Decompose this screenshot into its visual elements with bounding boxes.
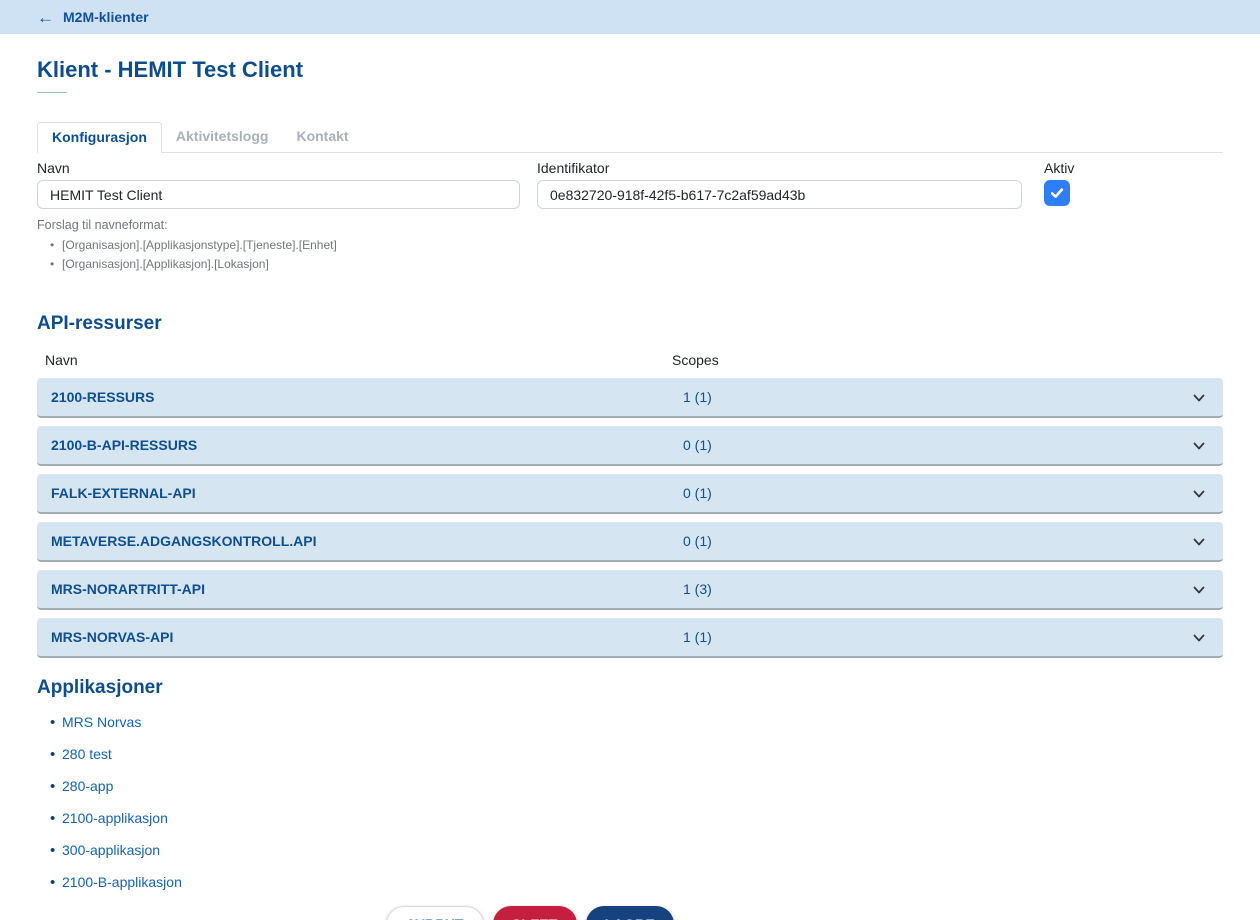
identifier-label: Identifikator (537, 160, 610, 176)
back-arrow-icon: ← (37, 7, 54, 27)
tab-konfigurasjon[interactable]: Konfigurasjon (37, 122, 162, 153)
identifier-input[interactable] (537, 180, 1022, 209)
topbar: ← M2M-klienter (0, 0, 1260, 34)
resource-scopes: 1 (3) (683, 581, 712, 597)
applications-list: MRS Norvas 280 test 280-app 2100-applika… (37, 714, 1223, 892)
chevron-down-icon (1193, 634, 1205, 642)
application-item: 300-applikasjon (37, 842, 1223, 860)
action-bar: AVBRYT SLETT LAGRE (0, 906, 1123, 920)
resource-scopes: 1 (1) (683, 629, 712, 645)
resource-scopes: 1 (1) (683, 389, 712, 405)
api-resource-row[interactable]: MRS-NORARTRITT-API 1 (3) (37, 570, 1223, 610)
name-format-hint: Forslag til navneformat: [Organisasjon].… (37, 218, 1223, 271)
back-link[interactable]: ← M2M-klienter (37, 9, 149, 26)
save-button[interactable]: LAGRE (585, 906, 675, 920)
resource-name: MRS-NORARTRITT-API (51, 581, 205, 597)
resource-scopes: 0 (1) (683, 437, 712, 453)
application-item: 2100-applikasjon (37, 810, 1223, 828)
name-input[interactable] (37, 180, 520, 209)
application-link[interactable]: 300-applikasjon (62, 842, 161, 858)
chevron-down-icon (1193, 490, 1205, 498)
api-resources-list: 2100-RESSURS 1 (1) 2100-B-API-RESSURS 0 … (37, 378, 1223, 658)
resource-name: METAVERSE.ADGANGSKONTROLL.API (51, 533, 317, 549)
resource-name: 2100-B-API-RESSURS (51, 437, 198, 453)
application-item: 280-app (37, 778, 1223, 796)
application-link[interactable]: 280-app (62, 778, 114, 794)
column-header-scopes: Scopes (672, 352, 719, 368)
applications-title: Applikasjoner (37, 677, 163, 698)
title-underline (37, 92, 67, 93)
api-resource-row[interactable]: FALK-EXTERNAL-API 0 (1) (37, 474, 1223, 514)
hint-item: [Organisasjon].[Applikasjon].[Lokasjon] (37, 257, 1223, 271)
resource-scopes: 0 (1) (683, 533, 712, 549)
application-link[interactable]: 2100-applikasjon (62, 810, 168, 826)
api-resources-table-header: Navn Scopes (37, 352, 1223, 378)
application-item: 280 test (37, 746, 1223, 764)
cancel-button[interactable]: AVBRYT (385, 906, 484, 920)
chevron-down-icon (1193, 394, 1205, 402)
chevron-down-icon (1193, 442, 1205, 450)
api-resource-row[interactable]: METAVERSE.ADGANGSKONTROLL.API 0 (1) (37, 522, 1223, 562)
application-item: MRS Norvas (37, 714, 1223, 732)
resource-name: FALK-EXTERNAL-API (51, 485, 196, 501)
chevron-down-icon (1193, 586, 1205, 594)
tab-bar: Konfigurasjon Aktivitetslogg Kontakt (37, 122, 1223, 153)
api-resource-row[interactable]: 2100-RESSURS 1 (1) (37, 378, 1223, 418)
hint-item: [Organisasjon].[Applikasjonstype].[Tjene… (37, 238, 1223, 252)
application-link[interactable]: 280 test (62, 746, 112, 762)
name-label: Navn (37, 160, 70, 176)
active-label: Aktiv (1044, 160, 1075, 176)
tab-aktivitetslogg[interactable]: Aktivitetslogg (175, 128, 269, 144)
page-title: Klient - HEMIT Test Client (37, 57, 304, 82)
checkmark-icon (1050, 188, 1064, 198)
main-content: Klient - HEMIT Test Client Konfigurasjon… (0, 57, 1260, 920)
column-header-name: Navn (45, 352, 78, 368)
api-resource-row[interactable]: MRS-NORVAS-API 1 (1) (37, 618, 1223, 658)
api-resource-row[interactable]: 2100-B-API-RESSURS 0 (1) (37, 426, 1223, 466)
resource-name: 2100-RESSURS (51, 389, 155, 405)
hint-title: Forslag til navneformat: (37, 218, 168, 232)
chevron-down-icon (1193, 538, 1205, 546)
tab-kontakt[interactable]: Kontakt (296, 128, 349, 144)
active-checkbox[interactable] (1044, 180, 1070, 206)
application-link[interactable]: 2100-B-applikasjon (62, 874, 182, 890)
application-item: 2100-B-applikasjon (37, 874, 1223, 892)
application-link[interactable]: MRS Norvas (62, 714, 142, 730)
back-label: M2M-klienter (63, 9, 149, 25)
api-resources-title: API-ressurser (37, 313, 162, 334)
resource-name: MRS-NORVAS-API (51, 629, 174, 645)
hint-list: [Organisasjon].[Applikasjonstype].[Tjene… (37, 238, 1223, 271)
delete-button[interactable]: SLETT (492, 906, 577, 920)
client-form: Navn Identifikator Aktiv (37, 160, 1223, 209)
resource-scopes: 0 (1) (683, 485, 712, 501)
